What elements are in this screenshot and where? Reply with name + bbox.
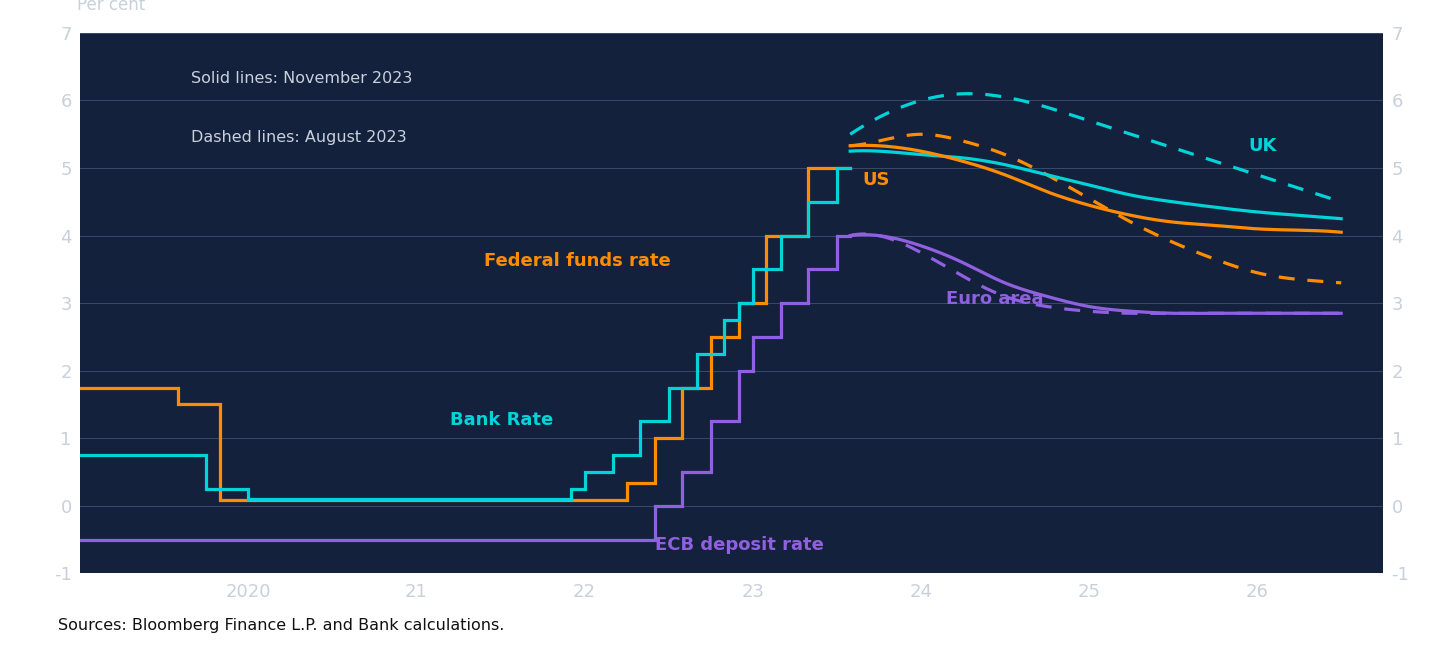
Text: US: US	[862, 171, 890, 189]
Text: Euro area: Euro area	[946, 291, 1044, 308]
Text: Dashed lines: August 2023: Dashed lines: August 2023	[191, 130, 406, 145]
Text: ECB deposit rate: ECB deposit rate	[655, 536, 824, 554]
Text: Bank Rate: Bank Rate	[450, 411, 553, 429]
Text: Solid lines: November 2023: Solid lines: November 2023	[191, 71, 412, 86]
Text: Per cent: Per cent	[77, 0, 146, 14]
Text: Federal funds rate: Federal funds rate	[483, 252, 670, 270]
Text: Sources: Bloomberg Finance L.P. and Bank calculations.: Sources: Bloomberg Finance L.P. and Bank…	[58, 617, 505, 633]
Text: UK: UK	[1249, 137, 1277, 155]
